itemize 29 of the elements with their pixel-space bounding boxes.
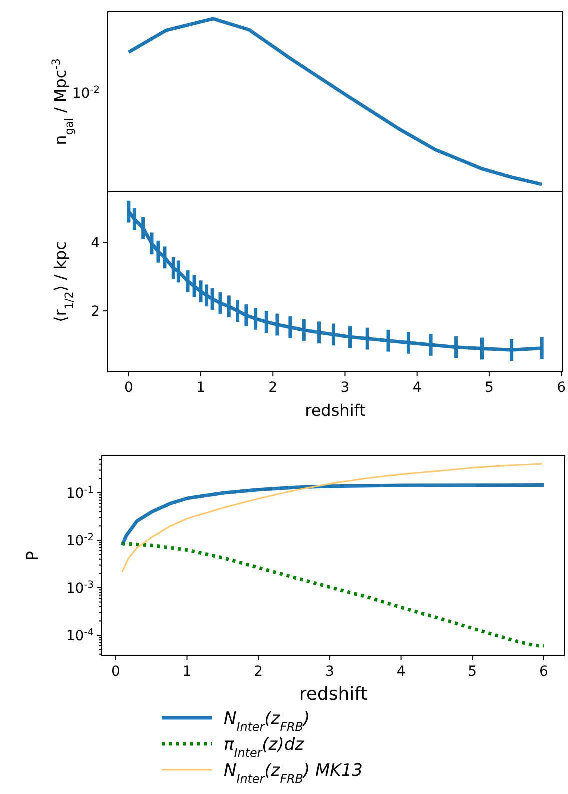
x-tick-label: 2 [254, 664, 264, 680]
legend-label: N$_{Inter}$(z$_{FRB}$) MK13 [224, 761, 363, 786]
x-tick-label: 6 [539, 664, 548, 680]
y-axis-title: P [23, 550, 42, 561]
line-series [120, 542, 546, 648]
x-tick-label: 1 [196, 380, 206, 396]
x-tick-label: 0 [124, 380, 134, 396]
x-tick-label: 3 [325, 664, 334, 680]
x-tick-label: 5 [468, 664, 478, 680]
y-tick-label: 10$^{-1}$ [66, 484, 94, 502]
y-tick-label: 10$^{-3}$ [66, 579, 94, 597]
x-axis-title: redshift [299, 684, 368, 705]
x-tick-label: 4 [412, 380, 422, 396]
x-tick-label: 3 [340, 380, 350, 396]
x-axis-title: redshift [305, 401, 366, 420]
x-tick-label: 1 [182, 664, 192, 680]
x-tick-label: 2 [268, 380, 278, 396]
y-tick-label: 4 [91, 236, 100, 252]
line-series [122, 463, 544, 573]
x-tick-label: 4 [396, 664, 406, 680]
y-tick-label: 2 [91, 304, 100, 320]
legend-label: N$_{Inter}$(z$_{FRB}$) [224, 709, 310, 734]
legend-label: π$_{Inter}$(z)dz [224, 735, 306, 760]
line-series [120, 484, 546, 548]
x-tick-label: 5 [484, 380, 494, 396]
y-tick-label: 10$^{-4}$ [66, 626, 94, 644]
y-tick-label: 10$^{-2}$ [66, 532, 94, 550]
x-tick-label: 0 [111, 664, 120, 680]
x-tick-label: 6 [557, 380, 566, 396]
